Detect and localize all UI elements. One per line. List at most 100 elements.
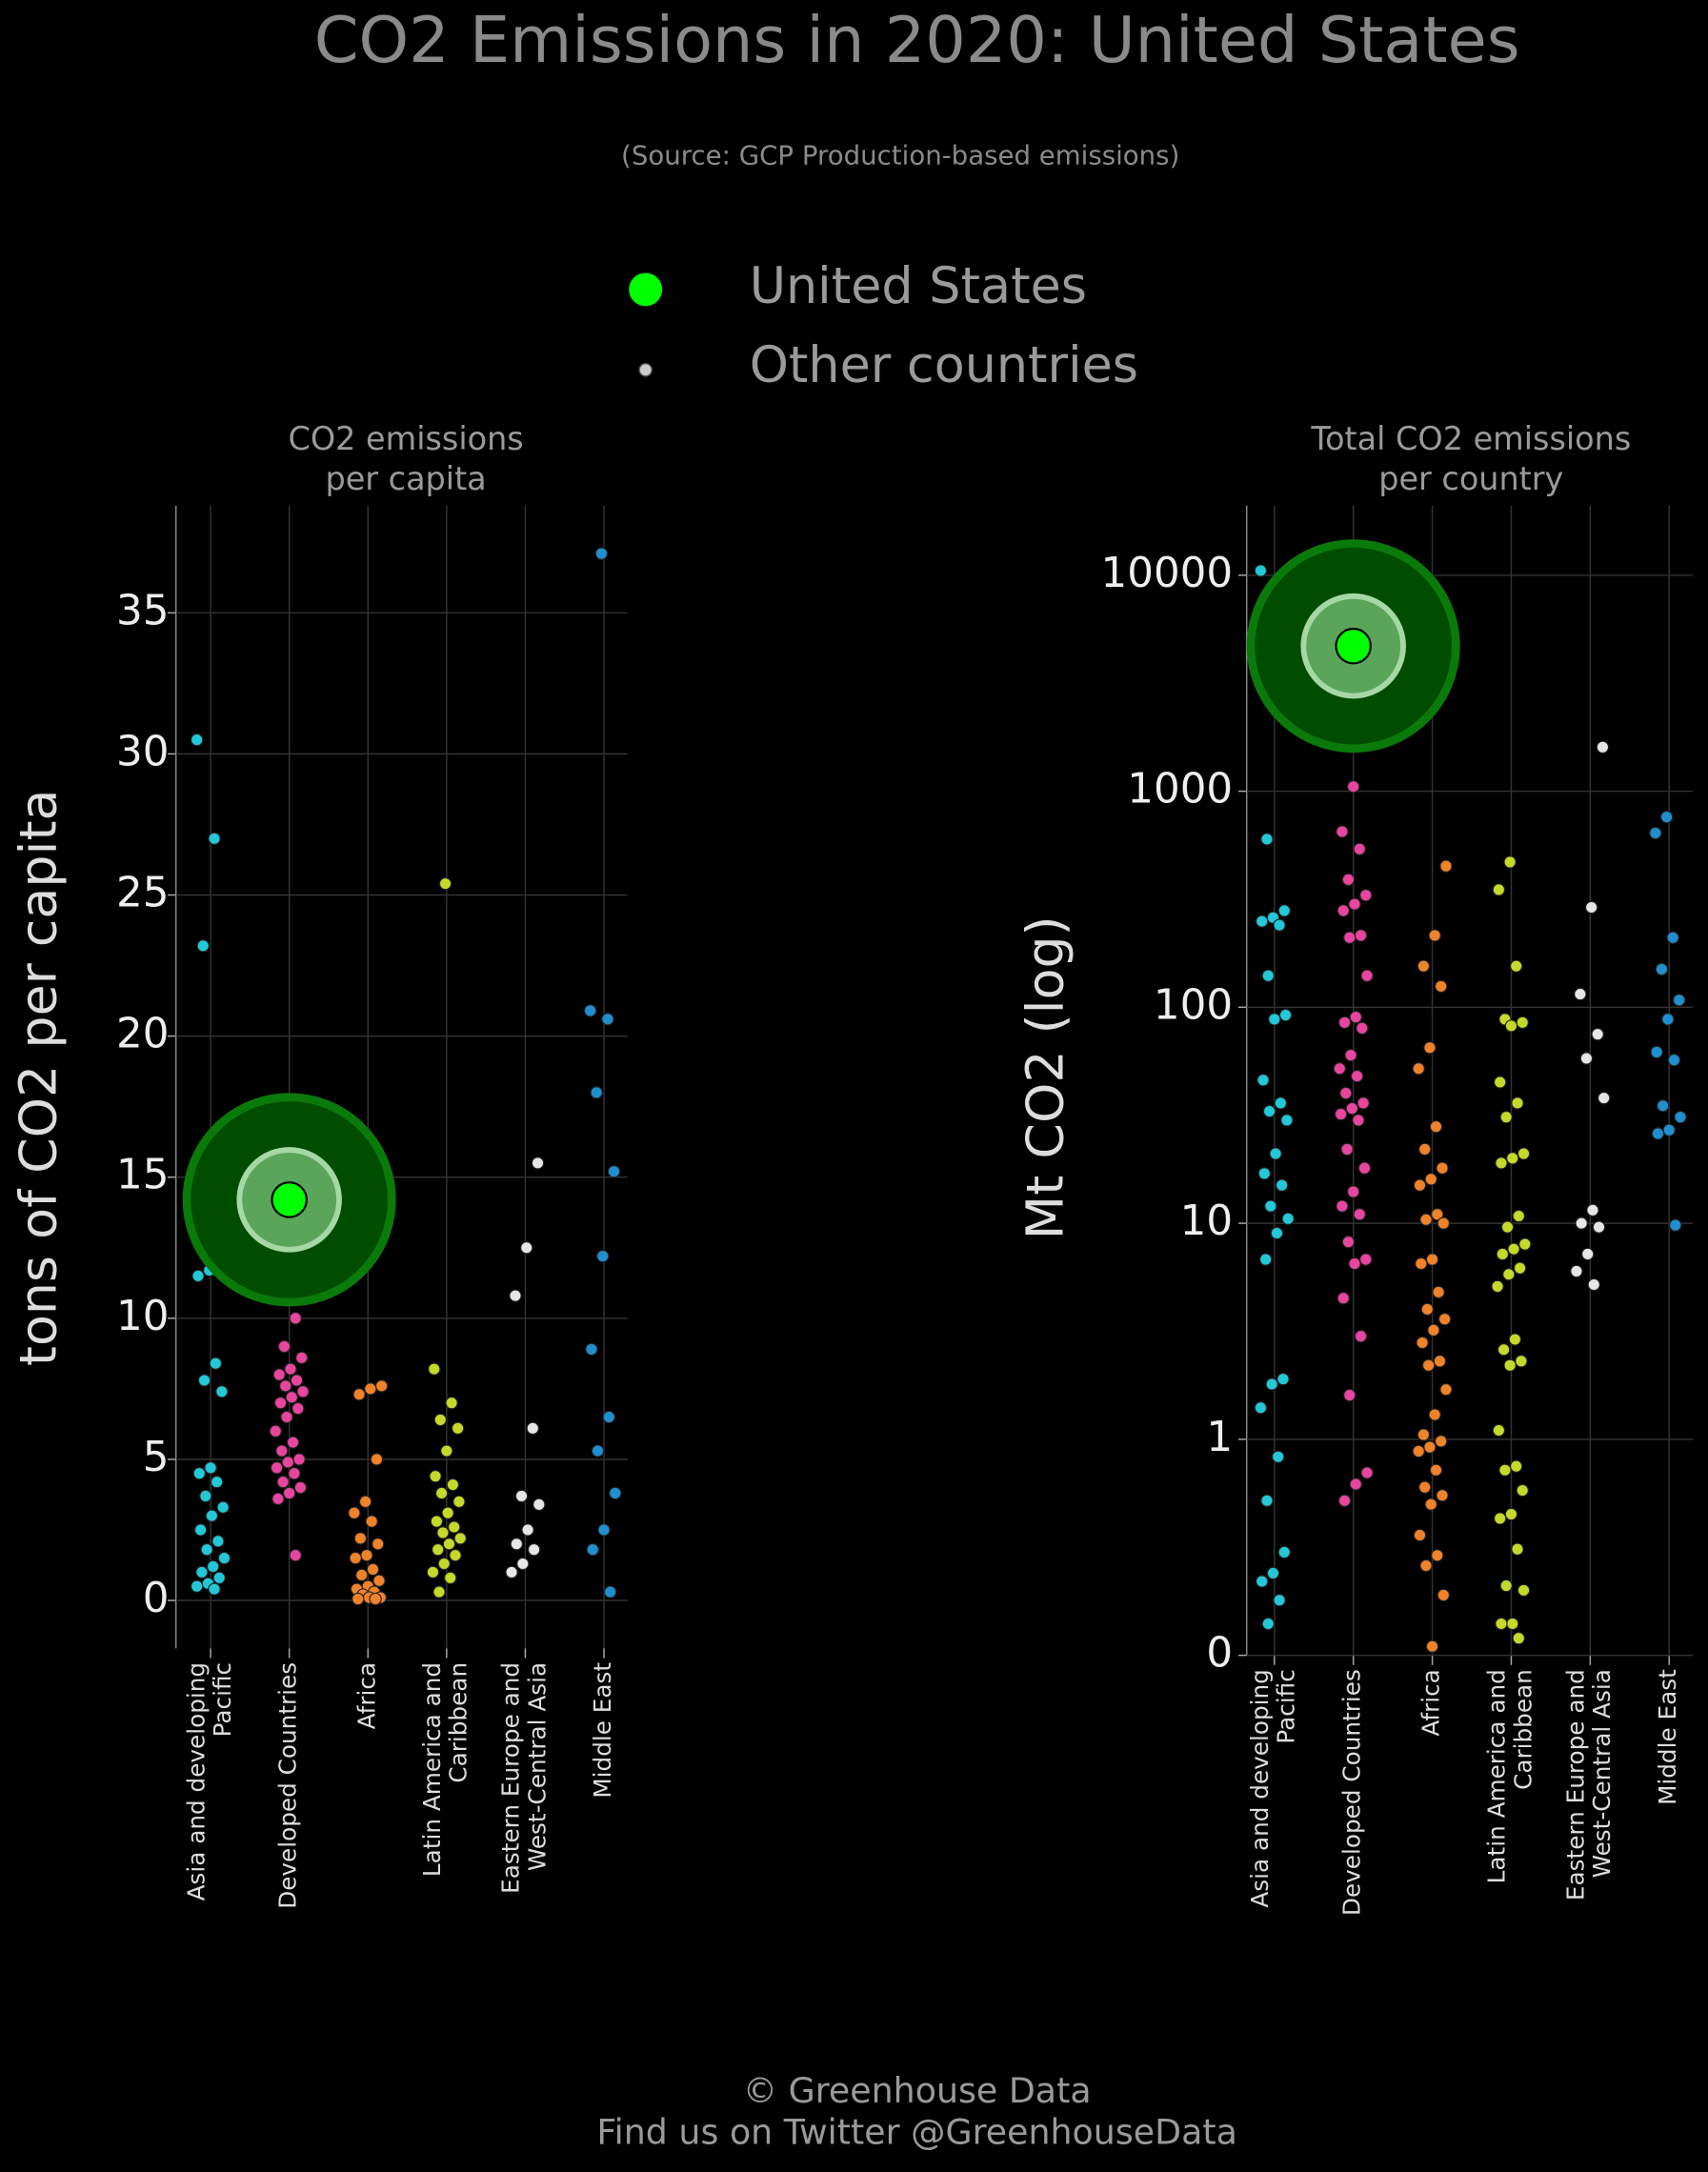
- data-point: [1272, 1450, 1285, 1463]
- y-tick-label: 15: [116, 1152, 170, 1199]
- highlight-point: [1335, 627, 1372, 665]
- data-point: [1591, 1027, 1604, 1041]
- data-point: [286, 1436, 300, 1449]
- data-point: [531, 1156, 545, 1170]
- data-point: [1357, 1161, 1372, 1175]
- data-point: [200, 1542, 213, 1557]
- data-point: [607, 1165, 621, 1178]
- data-point: [365, 1515, 378, 1528]
- data-point: [291, 1401, 305, 1416]
- data-point: [355, 1568, 369, 1582]
- data-point: [445, 1396, 458, 1410]
- data-point: [1345, 1101, 1359, 1116]
- data-point: [1581, 1247, 1595, 1261]
- data-point: [432, 1585, 446, 1599]
- data-point: [1359, 889, 1373, 902]
- x-tick-label: Caribbean: [445, 1662, 472, 1783]
- data-point: [211, 1535, 225, 1548]
- data-point: [1437, 1588, 1451, 1602]
- data-point: [1510, 1459, 1523, 1473]
- data-point: [1428, 1408, 1441, 1421]
- data-point: [1353, 842, 1366, 855]
- data-point: [1496, 1247, 1509, 1261]
- data-point: [1506, 1617, 1519, 1631]
- data-point: [285, 1391, 298, 1404]
- data-point: [1667, 1054, 1681, 1067]
- data-point: [1336, 904, 1350, 917]
- data-point: [1419, 1559, 1433, 1573]
- data-point: [438, 876, 452, 891]
- data-point: [293, 1480, 308, 1495]
- data-point: [208, 832, 221, 845]
- data-point: [364, 1382, 377, 1396]
- data-point: [1439, 859, 1453, 873]
- data-point: [1504, 1507, 1518, 1521]
- data-point: [292, 1453, 306, 1466]
- data-point: [269, 1424, 282, 1438]
- data-point: [1423, 1041, 1437, 1055]
- page-subtitle: (Source: GCP Production-based emissions): [621, 139, 1179, 171]
- data-point: [1281, 1212, 1295, 1225]
- x-tick-label: Eastern Europe and: [497, 1662, 525, 1894]
- data-point: [1429, 1463, 1443, 1477]
- data-point: [1669, 1218, 1682, 1232]
- y-tick-label: 0: [1206, 1630, 1233, 1678]
- data-point: [1339, 1086, 1353, 1100]
- highlight-point: [271, 1181, 308, 1218]
- data-point: [1495, 1156, 1508, 1170]
- data-point: [1661, 1013, 1675, 1026]
- data-point: [1257, 1167, 1272, 1180]
- data-point: [205, 1509, 219, 1522]
- data-point: [1354, 929, 1368, 942]
- data-point: [1429, 1120, 1443, 1134]
- data-point: [1360, 1466, 1374, 1479]
- data-point: [440, 1444, 453, 1458]
- x-tick-label: West-Central Asia: [1588, 1669, 1616, 1878]
- data-point: [1258, 1253, 1273, 1266]
- data-point: [1273, 1594, 1286, 1607]
- data-point: [216, 1500, 230, 1514]
- data-point: [193, 1523, 208, 1537]
- data-point: [1413, 1528, 1427, 1542]
- data-point: [585, 1342, 598, 1357]
- data-point: [1256, 1074, 1270, 1087]
- legend-marker: [638, 362, 653, 377]
- data-point: [272, 1368, 286, 1381]
- data-point: [276, 1475, 290, 1489]
- data-point: [1268, 1013, 1281, 1026]
- data-point: [195, 1565, 209, 1579]
- data-point: [1347, 1185, 1360, 1198]
- data-point: [514, 1489, 529, 1503]
- data-point: [1347, 780, 1360, 794]
- data-point: [1491, 1279, 1504, 1294]
- data-point: [1499, 1579, 1513, 1593]
- data-point: [1417, 959, 1431, 973]
- data-point: [1579, 1052, 1594, 1065]
- data-point: [1516, 1483, 1529, 1498]
- data-point: [1512, 1631, 1526, 1645]
- data-point: [352, 1592, 365, 1606]
- data-point: [609, 1486, 622, 1500]
- data-point: [295, 1351, 309, 1364]
- data-point: [1493, 1076, 1507, 1089]
- data-point: [448, 1520, 461, 1534]
- data-point: [1264, 1199, 1277, 1213]
- data-point: [1423, 1440, 1437, 1454]
- x-tick-label: Caribbean: [1509, 1669, 1537, 1790]
- data-point: [1333, 1062, 1346, 1076]
- data-point: [204, 1461, 217, 1475]
- data-point: [215, 1385, 229, 1398]
- data-point: [1276, 1372, 1290, 1386]
- data-point: [1503, 855, 1517, 869]
- legend-label: United States: [750, 257, 1087, 315]
- x-tick-label: West-Central Asia: [523, 1662, 551, 1871]
- data-point: [1586, 1203, 1599, 1217]
- data-point: [196, 939, 210, 953]
- data-point: [1597, 1091, 1611, 1105]
- data-point: [1419, 1213, 1433, 1226]
- data-point: [601, 1013, 614, 1026]
- data-point: [1492, 883, 1506, 896]
- y-tick-label: 25: [116, 869, 170, 916]
